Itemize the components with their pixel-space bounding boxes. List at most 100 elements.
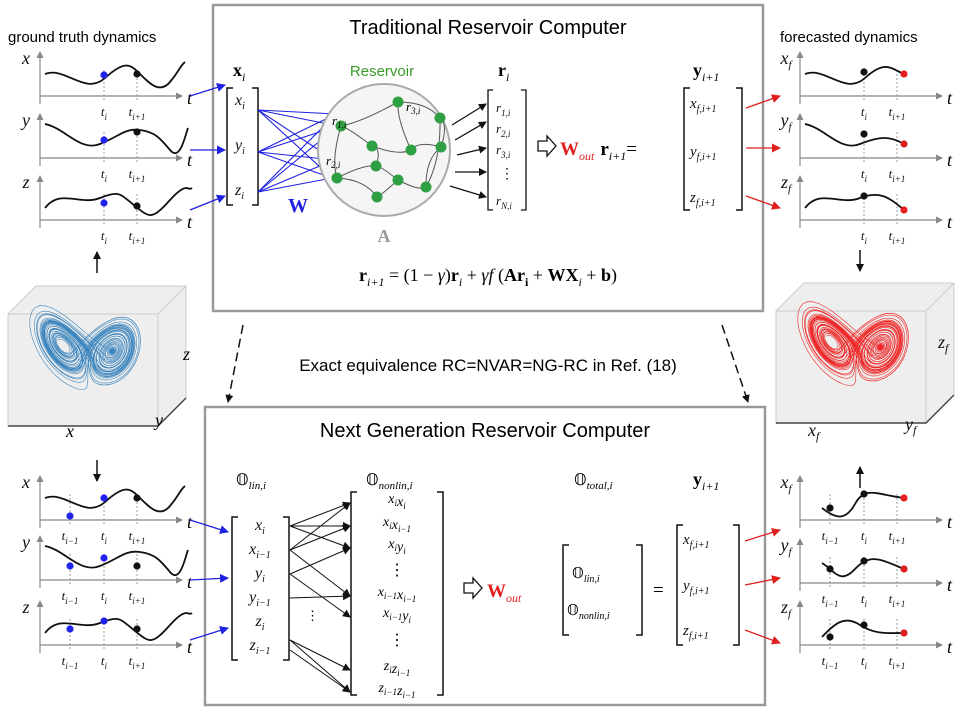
plot-tick-label: ti−1: [62, 588, 79, 606]
w-edge: [257, 109, 337, 115]
reservoir-node: [392, 174, 404, 186]
plot-curve: [44, 123, 189, 154]
rc-input-bracket-left: [226, 87, 233, 206]
ngrc-y-entry: zf,i+1: [682, 623, 709, 642]
attractor-trajectory: [29, 305, 141, 390]
plot-tick-label: ti+1: [129, 528, 146, 546]
plot-var-label: yf: [778, 535, 793, 558]
plot-var-label: x: [21, 472, 30, 492]
attractor-box: [7, 285, 187, 427]
nonlin-ellipsis: ⋮: [389, 562, 405, 579]
o-lin-label: 𝕆lin,i: [236, 472, 266, 492]
lin-to-nonlin-arrow: [289, 525, 351, 550]
time-series-plots: t x ti ti+1 t y ti ti+1 t z ti ti+1 t x ti−1 ti ti+1 t y ti…: [20, 48, 953, 671]
plot-tick-label: ti: [101, 104, 108, 122]
ground-truth-attractor: x y z: [7, 285, 190, 441]
plot-tick-label: ti+1: [129, 104, 146, 122]
nonlin-entry: xiyi: [387, 537, 406, 556]
plot-var-label: yf: [778, 110, 793, 133]
plot-dot: [66, 625, 74, 633]
plot-dot: [826, 504, 834, 512]
rc-input-y: yi: [233, 137, 245, 157]
plot-t-label: t: [187, 512, 193, 532]
ngrc-panel: Next Generation Reservoir Computer 𝕆lin,…: [203, 405, 767, 707]
plot-var-label: y: [20, 532, 30, 552]
a-matrix-label: A: [378, 226, 391, 246]
plot-tick-label: ti: [861, 591, 868, 609]
plot-curve: [44, 187, 193, 216]
reservoir-node: [335, 120, 347, 132]
plot-var-label: z: [21, 597, 29, 617]
forecasted-header: forecasted dynamics: [780, 29, 918, 46]
plot-t-label: t: [187, 212, 193, 232]
time-series-plot: t yf ti−1 ti ti+1: [778, 535, 953, 609]
plot-dot: [133, 128, 141, 136]
output-arrow: [744, 575, 781, 586]
plot-curve: [804, 193, 905, 211]
plot-tick-label: ti: [101, 588, 108, 606]
time-series-plot: t zf ti ti+1: [780, 172, 953, 246]
nonlin-entry: xixi−1: [382, 515, 411, 534]
plot-dot: [133, 202, 141, 210]
reservoir-node: [435, 141, 447, 153]
rc-hollow-arrow-icon: [537, 134, 557, 158]
plot-dot: [66, 562, 74, 570]
plot-tick-label: ti: [861, 228, 868, 246]
lin-to-nonlin-arrow: [289, 501, 351, 527]
equiv-arrow-left: [225, 324, 244, 403]
reservoir-node: [392, 96, 404, 108]
lin-entry: yi−1: [247, 589, 271, 609]
plot-dot: [100, 617, 108, 625]
time-series-plot: t z ti ti+1: [21, 172, 193, 246]
nonlin-entry: xi−1yi: [382, 606, 412, 625]
lin-feature-vector: xi xi−1 yi yi−1 zi zi−1: [247, 517, 271, 657]
plot-t-label: t: [947, 150, 953, 170]
plot-curve: [44, 545, 189, 576]
ngrc-hollow-arrow-icon: [463, 576, 483, 600]
r-vector-entry: r2,i: [496, 121, 511, 139]
rc-wout-expr: Wout ri+1=: [560, 139, 637, 163]
plot-dot: [860, 130, 868, 138]
attractor-yf-label: yf: [903, 414, 918, 437]
attractor-x-label: x: [65, 421, 74, 441]
time-series-plot: t x ti−1 ti ti+1: [21, 472, 193, 546]
plot-t-label: t: [947, 512, 953, 532]
reservoir-output-arrow: [454, 121, 487, 141]
ground-truth-header: ground truth dynamics: [8, 29, 156, 46]
reservoir-output-arrow: [451, 103, 487, 126]
rc-input-x: xi: [234, 92, 245, 112]
plot-t-label: t: [187, 88, 193, 108]
rc-x-label: xi: [233, 60, 245, 84]
plot-t-label: t: [187, 572, 193, 592]
attractor-y-label: y: [153, 410, 163, 430]
plot-tick-label: ti+1: [129, 588, 146, 606]
attractor-xf-label: xf: [807, 420, 821, 443]
input-arrow: [189, 626, 229, 641]
lin-to-nonlin-arrow: [289, 573, 351, 618]
reservoir-node: [331, 172, 343, 184]
plot-dot: [900, 494, 908, 502]
ngrc-equals: =: [653, 580, 664, 601]
lin-to-nonlin-arrow: [289, 592, 351, 601]
plot-dot: [900, 70, 908, 78]
plot-tick-label: ti: [101, 228, 108, 246]
plot-dot: [100, 136, 108, 144]
plot-tick-label: ti+1: [129, 228, 146, 246]
plot-t-label: t: [947, 212, 953, 232]
plot-dot: [100, 199, 108, 207]
plot-curve: [821, 619, 905, 638]
nonlin-entry: zizi−1: [383, 659, 411, 678]
plot-t-label: t: [947, 88, 953, 108]
r-vector-entry: rN,i: [496, 193, 512, 211]
plot-tick-label: ti−1: [62, 528, 79, 546]
plot-tick-label: ti−1: [62, 653, 79, 671]
lin-entry: zi−1: [249, 637, 271, 657]
ngrc-title: Next Generation Reservoir Computer: [320, 420, 650, 442]
plot-tick-label: ti+1: [889, 228, 906, 246]
w-label: W: [288, 195, 308, 217]
plot-curve: [821, 491, 905, 518]
plot-var-label: x: [21, 48, 30, 68]
time-series-plot: t y ti−1 ti ti+1: [20, 532, 193, 606]
plot-dot: [900, 206, 908, 214]
plot-tick-label: ti: [861, 166, 868, 184]
